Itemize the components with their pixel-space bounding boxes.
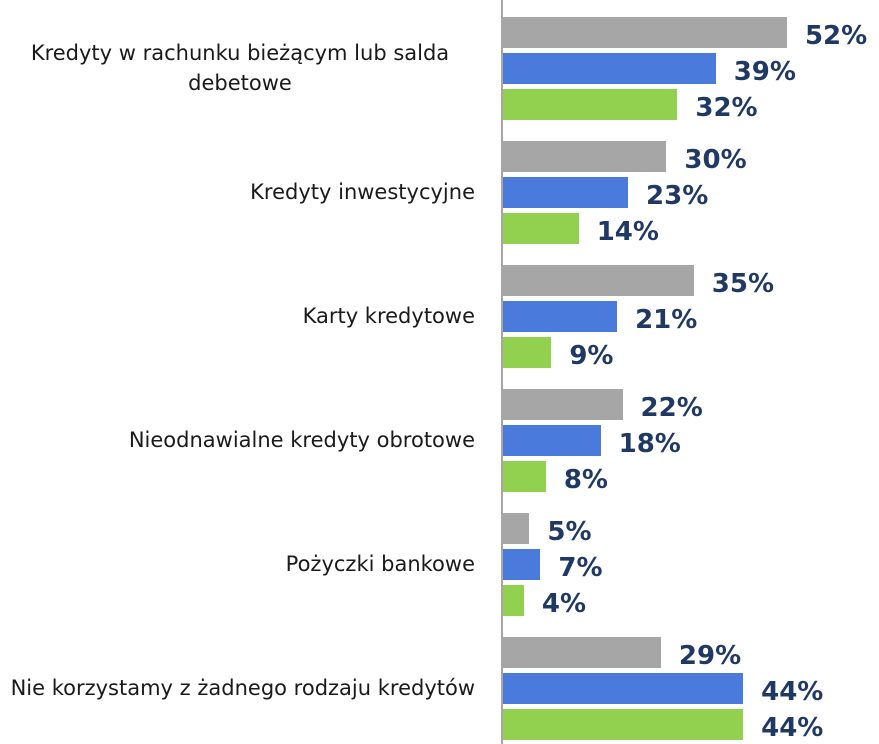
value-label: 21% — [635, 305, 698, 335]
value-label: 22% — [640, 393, 703, 423]
value-label: 9% — [569, 341, 614, 371]
value-label: 39% — [733, 57, 796, 87]
bar — [502, 17, 787, 48]
bar — [502, 637, 661, 668]
bar — [502, 461, 546, 492]
bar — [502, 513, 530, 544]
bar — [502, 213, 579, 244]
bar — [502, 585, 524, 616]
bar — [502, 265, 694, 296]
value-label: 7% — [558, 553, 603, 583]
bar — [502, 337, 552, 368]
bar — [502, 177, 629, 208]
value-label: 8% — [563, 465, 608, 495]
value-label: 30% — [684, 145, 747, 175]
bar — [502, 53, 716, 84]
value-label: 18% — [618, 429, 681, 459]
value-label: 29% — [678, 641, 742, 671]
bar — [502, 425, 601, 456]
value-label: 32% — [695, 93, 758, 123]
bar — [502, 673, 744, 704]
bar — [502, 301, 618, 332]
bar — [502, 89, 678, 120]
bar — [502, 709, 744, 740]
bar — [502, 141, 667, 172]
value-label: 4% — [541, 589, 587, 619]
value-label: 52% — [804, 21, 868, 51]
category-label: Kredyty w rachunku bieżącym lub salda de… — [30, 41, 450, 95]
value-label: 5% — [547, 517, 592, 547]
category-label: Nie korzystamy z żadnego rodzaju kredytó… — [10, 676, 475, 700]
category-label: Pożyczki bankowe — [285, 552, 475, 576]
value-label: 14% — [596, 217, 659, 247]
value-label: 44% — [761, 713, 824, 743]
category-label: Karty kredytowe — [302, 304, 475, 328]
value-label: 44% — [761, 677, 824, 707]
category-label: Nieodnawialne kredyty obrotowe — [128, 428, 475, 452]
axis-line — [501, 0, 503, 744]
category-label: Kredyty inwestycyjne — [250, 180, 475, 204]
value-label: 23% — [646, 181, 709, 211]
bar — [502, 549, 541, 580]
bar — [502, 389, 623, 420]
value-label: 35% — [711, 269, 775, 299]
